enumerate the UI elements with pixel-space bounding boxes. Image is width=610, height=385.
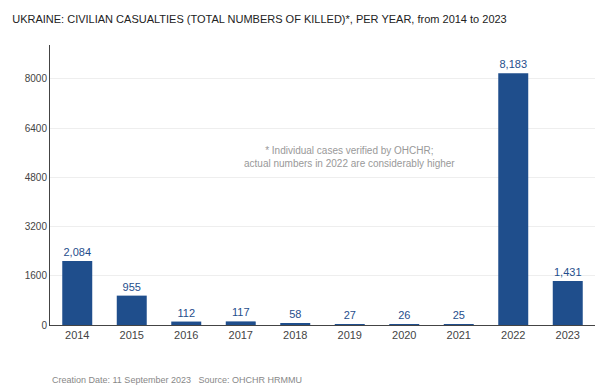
svg-text:UKRAINE: CIVILIAN CASUALTIES (: UKRAINE: CIVILIAN CASUALTIES (TOTAL NUMB… [12,13,507,25]
svg-text:1600: 1600 [25,270,48,281]
svg-text:3200: 3200 [25,221,48,232]
svg-text:0: 0 [41,320,47,331]
svg-text:2015: 2015 [120,329,144,341]
svg-text:4800: 4800 [25,172,48,183]
svg-text:8000: 8000 [25,73,48,84]
svg-text:2023: 2023 [556,329,580,341]
svg-text:2,084: 2,084 [63,246,91,258]
svg-text:58: 58 [289,308,301,320]
svg-text:2021: 2021 [447,329,471,341]
svg-text:2014: 2014 [65,329,89,341]
svg-text:2019: 2019 [338,329,362,341]
svg-text:8,183: 8,183 [499,58,527,70]
svg-text:26: 26 [398,309,410,321]
svg-text:1,431: 1,431 [554,266,582,278]
svg-text:2022: 2022 [501,329,525,341]
svg-text:112: 112 [177,307,195,319]
svg-text:955: 955 [123,281,141,293]
svg-text:2018: 2018 [283,329,307,341]
svg-text:2016: 2016 [174,329,198,341]
svg-text:117: 117 [232,306,250,318]
svg-text:2020: 2020 [392,329,416,341]
svg-text:* Individual cases verified by: * Individual cases verified by OHCHR;act… [244,145,455,169]
svg-text:25: 25 [453,309,465,321]
svg-text:6400: 6400 [25,123,48,134]
svg-text:2017: 2017 [229,329,253,341]
svg-text:27: 27 [344,309,356,321]
svg-text:Creation Date: 11 September 20: Creation Date: 11 September 2023 Source:… [52,375,302,385]
